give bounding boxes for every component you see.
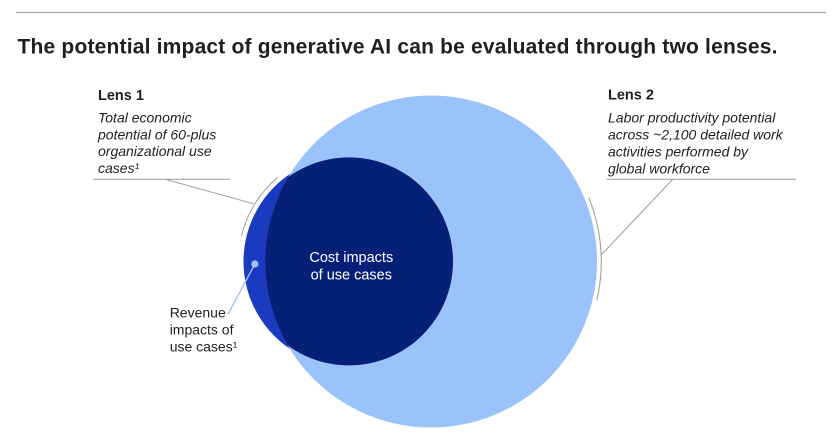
svg-text:Labor productivity potential: Labor productivity potential [608, 110, 776, 126]
svg-text:organizational use: organizational use [98, 143, 212, 159]
svg-text:activities performed by: activities performed by [608, 144, 749, 160]
svg-text:global workforce: global workforce [608, 161, 710, 177]
svg-text:impacts of: impacts of [170, 322, 234, 338]
svg-text:of use cases: of use cases [311, 268, 392, 284]
svg-text:use cases¹: use cases¹ [170, 339, 238, 355]
svg-text:Lens 2: Lens 2 [608, 88, 654, 104]
svg-text:potential of 60-plus: potential of 60-plus [97, 126, 216, 142]
svg-text:Total economic: Total economic [98, 109, 192, 125]
svg-text:cases¹: cases¹ [98, 160, 140, 176]
svg-text:Revenue: Revenue [170, 305, 226, 321]
svg-text:Lens 1: Lens 1 [98, 88, 144, 104]
svg-text:across ~2,100 detailed work: across ~2,100 detailed work [608, 127, 784, 143]
svg-text:Cost impacts: Cost impacts [309, 250, 393, 266]
svg-text:The potential impact of genera: The potential impact of generative AI ca… [18, 35, 778, 58]
